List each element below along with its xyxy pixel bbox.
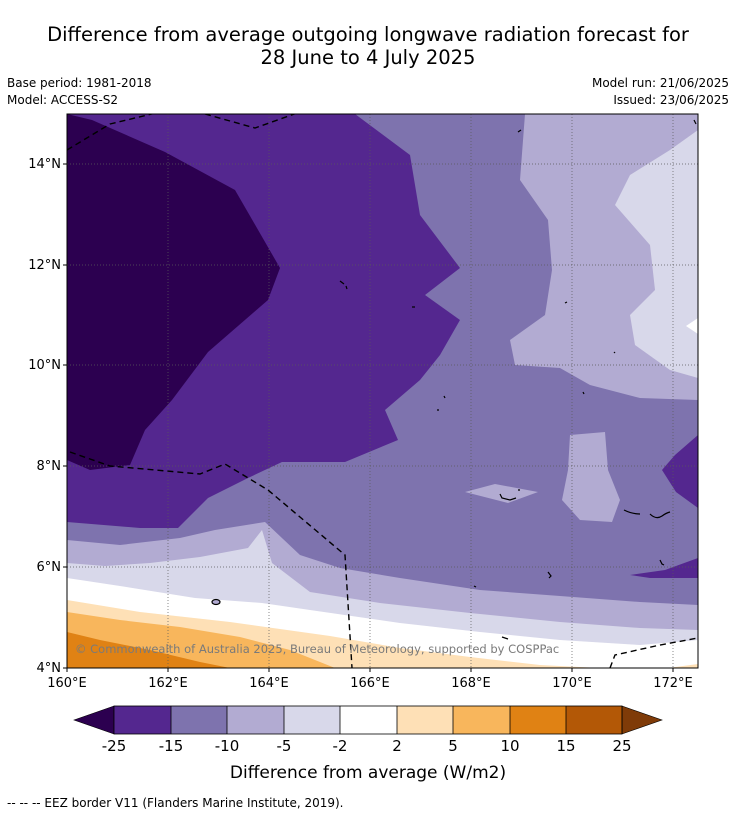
colorbar-extend-high: [621, 705, 663, 735]
band-minus15-east-patch: [662, 435, 698, 508]
colorbar-tick-label: -15: [159, 737, 184, 755]
light-island-1: [562, 432, 620, 522]
gridlines: [67, 114, 698, 668]
band-plus10-plus15: [67, 632, 230, 668]
islands: [211, 119, 697, 640]
lon-tick-label: 164°E: [249, 676, 289, 691]
map-frame: [66, 113, 699, 669]
colorbar-segment: [453, 706, 510, 734]
colorbar-segment: [340, 706, 397, 734]
lat-tick-label: 4°N: [37, 661, 62, 676]
lon-tick-label: 172°E: [653, 676, 693, 691]
colorbar: [73, 705, 663, 735]
colorbar-segment: [171, 706, 227, 734]
contour-map: [67, 114, 698, 668]
colorbar-tick-label: 15: [556, 737, 575, 755]
colorbar-extend-low: [73, 705, 115, 735]
issued-date: Issued: 23/06/2025: [613, 93, 729, 107]
colorbar-segment: [397, 706, 453, 734]
map-title-line2: 28 June to 4 July 2025: [260, 46, 476, 69]
band-plus5-east: [668, 664, 698, 668]
eez-legend-note: -- -- -- EEZ border V11 (Flanders Marine…: [7, 796, 344, 810]
colorbar-tick-label: -2: [333, 737, 348, 755]
colorbar-tick-label: 10: [500, 737, 519, 755]
colorbar-segment: [510, 706, 566, 734]
colorbar-tick-label: 2: [392, 737, 402, 755]
white-patch-east: [686, 318, 698, 334]
model-run: Model run: 21/06/2025: [591, 76, 729, 90]
lat-tick-label: 12°N: [28, 258, 61, 273]
colorbar-segment: [284, 706, 340, 734]
lon-tick-label: 168°E: [451, 676, 491, 691]
colorbar-tick-label: 25: [612, 737, 631, 755]
light-island-2: [465, 484, 538, 503]
base-period: Base period: 1981-2018: [7, 76, 152, 90]
band-minus15-east-strip: [630, 558, 698, 578]
map-title-line1: Difference from average outgoing longwav…: [47, 23, 689, 46]
colorbar-label: Difference from average (W/m2): [230, 763, 506, 783]
colorbar-tick-label: -10: [215, 737, 240, 755]
colorbar-tick-label: -25: [102, 737, 127, 755]
eez-border-lines: [67, 114, 698, 668]
lon-tick-label: 170°E: [552, 676, 592, 691]
lat-tick-label: 14°N: [28, 157, 61, 172]
colorbar-segment: [566, 706, 622, 734]
band-lightest-east: [615, 130, 698, 378]
lat-tick-label: 8°N: [37, 459, 62, 474]
copyright-notice: © Commonwealth of Australia 2025, Bureau…: [75, 642, 559, 656]
band-below-minus25: [67, 114, 280, 470]
lat-tick-label: 6°N: [37, 560, 62, 575]
colorbar-tick-label: -5: [277, 737, 292, 755]
lat-tick-label: 10°N: [28, 358, 61, 373]
colorbar-segment: [227, 706, 284, 734]
lon-tick-label: 160°E: [47, 676, 87, 691]
lon-tick-label: 166°E: [350, 676, 390, 691]
model-name: Model: ACCESS-S2: [7, 93, 119, 107]
lon-tick-label: 162°E: [148, 676, 188, 691]
colorbar-segment: [114, 706, 171, 734]
colorbar-tick-label: 5: [448, 737, 458, 755]
axis-tick-marks: [63, 163, 674, 672]
